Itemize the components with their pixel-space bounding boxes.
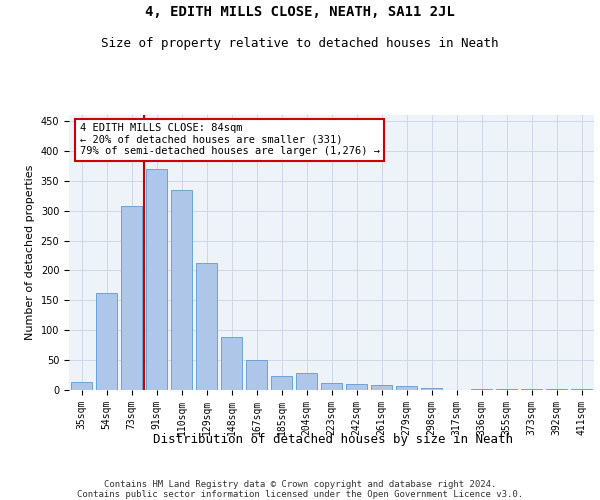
Bar: [171, 190, 192, 390]
Bar: [371, 385, 392, 390]
Bar: [271, 376, 292, 390]
Text: 4, EDITH MILLS CLOSE, NEATH, SA11 2JL: 4, EDITH MILLS CLOSE, NEATH, SA11 2JL: [145, 5, 455, 19]
Text: Size of property relative to detached houses in Neath: Size of property relative to detached ho…: [101, 38, 499, 51]
Text: Distribution of detached houses by size in Neath: Distribution of detached houses by size …: [153, 432, 513, 446]
Bar: [146, 169, 167, 390]
Bar: [346, 384, 367, 390]
Bar: [296, 374, 317, 390]
Bar: [121, 206, 142, 390]
Bar: [396, 386, 417, 390]
Bar: [71, 382, 92, 390]
Bar: [421, 388, 442, 390]
Text: Contains HM Land Registry data © Crown copyright and database right 2024.
Contai: Contains HM Land Registry data © Crown c…: [77, 480, 523, 500]
Bar: [96, 292, 117, 390]
Bar: [196, 264, 217, 390]
Bar: [246, 360, 267, 390]
Bar: [471, 389, 492, 390]
Text: 4 EDITH MILLS CLOSE: 84sqm
← 20% of detached houses are smaller (331)
79% of sem: 4 EDITH MILLS CLOSE: 84sqm ← 20% of deta…: [79, 123, 380, 156]
Bar: [321, 383, 342, 390]
Bar: [221, 338, 242, 390]
Y-axis label: Number of detached properties: Number of detached properties: [25, 165, 35, 340]
